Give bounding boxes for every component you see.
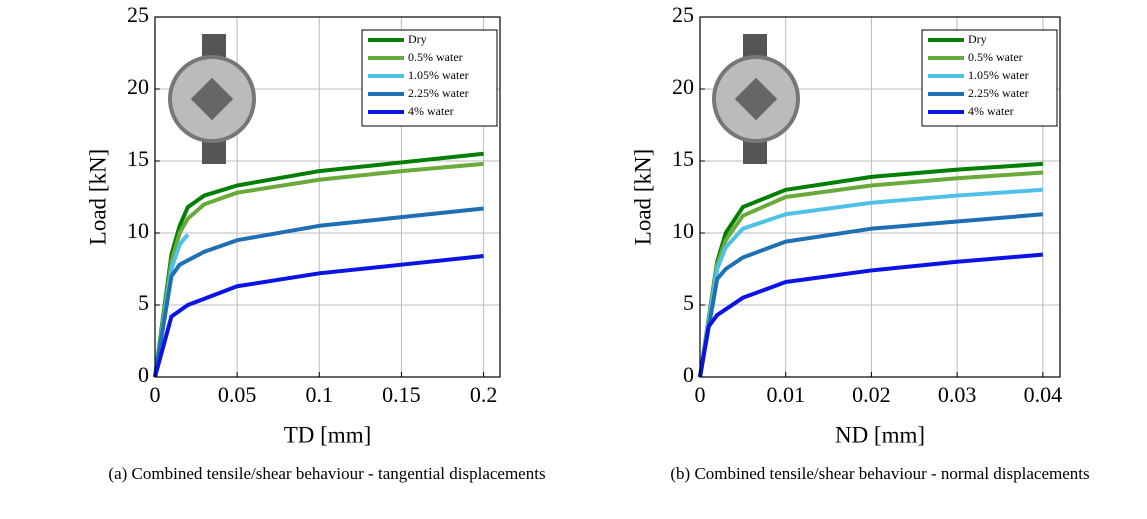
frame: [699, 16, 1061, 378]
y-tick-label: 5: [683, 290, 694, 315]
x-tick-label: 0.2: [470, 382, 498, 407]
legend-label: Dry: [408, 32, 427, 46]
x-tick-label: 0.03: [938, 382, 977, 407]
x-tick-label: 0.15: [382, 382, 421, 407]
y-tick-label: 5: [138, 290, 149, 315]
y-tick-label: 15: [127, 146, 149, 171]
x-tick-label: 0.05: [218, 382, 257, 407]
x-tick-label: 0.04: [1024, 382, 1063, 407]
frame: [154, 16, 501, 378]
photo-core: [190, 77, 234, 121]
data-line: [698, 187, 1043, 378]
legend-label: 4% water: [408, 104, 454, 118]
legend-label: 0.5% water: [968, 50, 1023, 64]
legend-label: 1.05% water: [968, 68, 1029, 82]
x-axis-label: TD [mm]: [284, 422, 372, 447]
data-line: [153, 161, 484, 378]
y-tick-label: 0: [683, 362, 694, 387]
x-tick-label: 0: [150, 382, 161, 407]
y-tick-label: 25: [672, 2, 694, 27]
data-line: [153, 206, 484, 378]
data-line: [153, 254, 484, 378]
x-tick-label: 0.1: [306, 382, 334, 407]
legend-label: Dry: [968, 32, 987, 46]
data-line: [698, 252, 1044, 378]
y-tick-label: 25: [127, 2, 149, 27]
y-tick-label: 10: [127, 218, 149, 243]
y-tick-label: 20: [672, 74, 694, 99]
x-tick-label: 0.01: [766, 382, 805, 407]
y-tick-label: 15: [672, 146, 694, 171]
photo-inset: [712, 34, 800, 164]
legend-label: 4% water: [968, 104, 1014, 118]
x-axis-label: ND [mm]: [835, 422, 925, 447]
legend-label: 2.25% water: [408, 86, 469, 100]
y-axis-label: Load [kN]: [85, 149, 110, 245]
y-tick-label: 20: [127, 74, 149, 99]
caption: (a) Combined tensile/shear behaviour - t…: [108, 464, 546, 483]
y-tick-label: 10: [672, 218, 694, 243]
y-axis-label: Load [kN]: [630, 149, 655, 245]
y-tick-label: 0: [138, 362, 149, 387]
photo-inset: [168, 34, 256, 164]
legend-label: 2.25% water: [968, 86, 1029, 100]
x-tick-label: 0: [695, 382, 706, 407]
data-line: [698, 212, 1044, 378]
legend-label: 1.05% water: [408, 68, 469, 82]
caption: (b) Combined tensile/shear behaviour - n…: [670, 464, 1090, 483]
legend-label: 0.5% water: [408, 50, 463, 64]
x-tick-label: 0.02: [852, 382, 891, 407]
